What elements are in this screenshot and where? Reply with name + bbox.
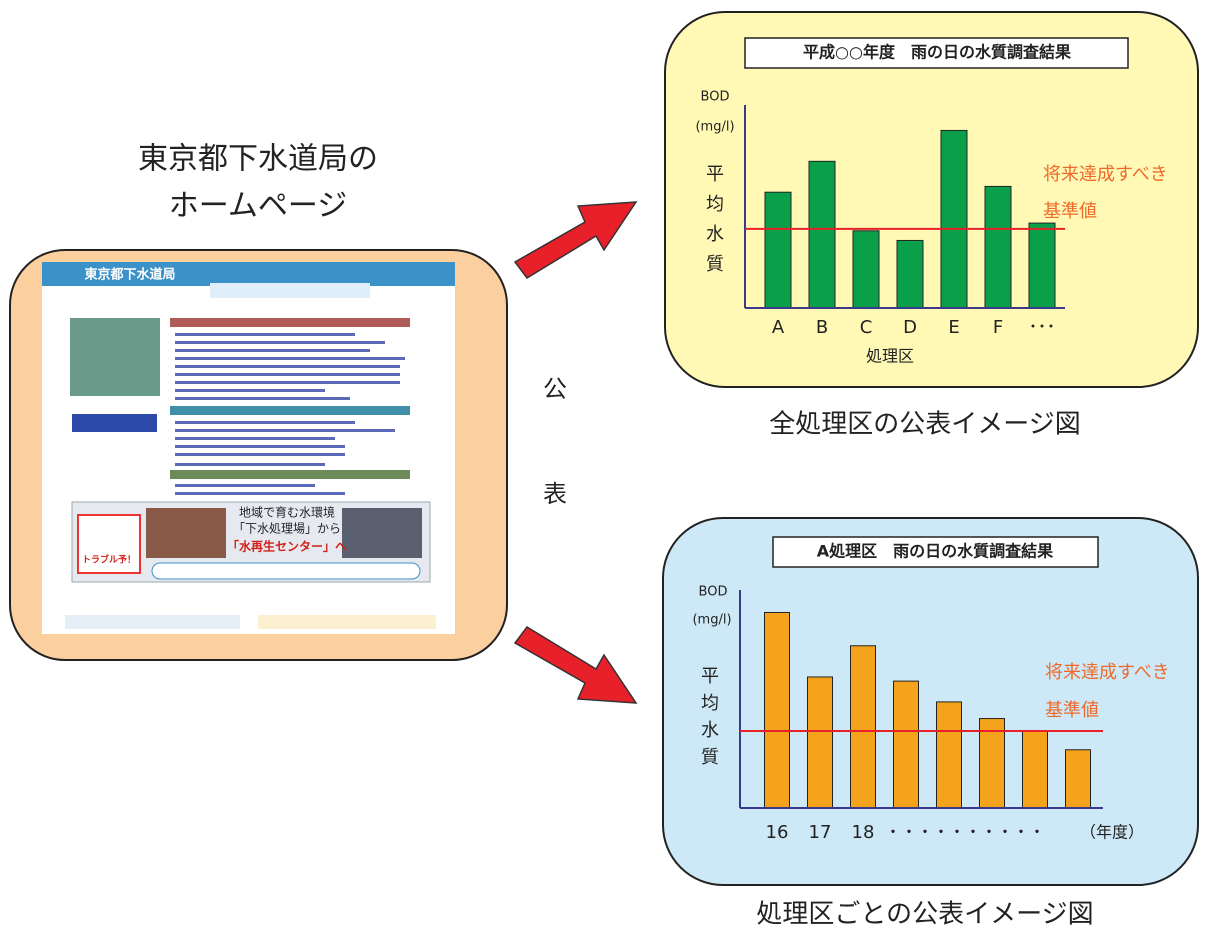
y-side-label: 平 <box>701 666 719 687</box>
site-screenshot <box>42 262 455 634</box>
y-side-label: 水 <box>706 224 724 245</box>
banner-text: 地域で育む水環境 <box>239 505 335 520</box>
bar <box>1023 731 1048 808</box>
left-label: 東京都下水道局の <box>138 142 378 177</box>
bar <box>1029 223 1055 308</box>
y-side-label: 質 <box>706 254 724 275</box>
arrow-down <box>515 627 636 703</box>
bar <box>853 231 879 308</box>
x-tick-label: A <box>772 317 785 338</box>
y-unit: (mg/l) <box>695 120 734 135</box>
y-side-label: 均 <box>701 693 719 714</box>
x-tick-label: E <box>948 317 959 338</box>
banner-text: 「下水処理場」から <box>233 522 341 536</box>
photo-2 <box>342 508 422 558</box>
banner-text: 「水再生センター」へ <box>227 539 347 554</box>
publish-label: 公 <box>543 375 567 403</box>
diagram: 東京都下水道局のホームページ公表 東京都下水道局地域で育む水環境「下水処理場」から… <box>0 0 1205 939</box>
x-tick-label: 17 <box>809 822 832 843</box>
reference-label: 基準値 <box>1043 201 1097 222</box>
y-side-label: 平 <box>706 164 724 185</box>
bar <box>765 612 790 808</box>
y-side-label: 均 <box>706 194 724 215</box>
bar <box>894 681 919 808</box>
x-tick-label: D <box>903 317 917 338</box>
reference-label: 基準値 <box>1045 700 1099 721</box>
reference-label: 将来達成すべき <box>1043 164 1168 185</box>
reference-label: 将来達成すべき <box>1045 662 1170 683</box>
chart-title: 平成○○年度 雨の日の水質調査結果 <box>803 43 1071 62</box>
x-label: （年度） <box>1080 823 1144 842</box>
x-tick-label: 16 <box>766 822 789 843</box>
x-tick-label: B <box>816 317 828 338</box>
footer-right <box>258 615 436 629</box>
bar <box>765 192 791 308</box>
bar <box>937 702 962 808</box>
y-unit: (mg/l) <box>692 613 731 628</box>
y-label: BOD <box>701 90 730 105</box>
bar <box>809 161 835 308</box>
event-header <box>170 406 410 415</box>
left-label: ホームページ <box>169 189 348 224</box>
arrow-up <box>515 202 636 278</box>
bar <box>1066 750 1091 808</box>
banner-pill <box>152 563 420 579</box>
header-band <box>210 283 370 298</box>
bar <box>941 130 967 308</box>
photo-1 <box>146 508 226 558</box>
chart-caption: 処理区ごとの公表イメージ図 <box>756 900 1093 930</box>
bar <box>851 646 876 808</box>
chart-caption: 全処理区の公表イメージ図 <box>769 410 1080 440</box>
x-tick-label: F <box>993 317 1003 338</box>
map <box>70 318 160 396</box>
other-header <box>170 470 410 479</box>
news-header <box>170 318 410 327</box>
y-side-label: 質 <box>701 747 719 768</box>
bar <box>808 677 833 808</box>
site-title: 東京都下水道局 <box>84 267 175 283</box>
bar <box>897 240 923 308</box>
y-label: BOD <box>699 585 728 600</box>
publish-label: 表 <box>543 480 567 508</box>
x-label: 処理区 <box>866 347 914 366</box>
bar <box>985 186 1011 308</box>
x-ellipsis: ・・・・・・・・・・ <box>885 823 1045 842</box>
x-tick-label: 18 <box>852 822 875 843</box>
x-tick-label: ･･･ <box>1029 317 1056 338</box>
chart-title: A処理区 雨の日の水質調査結果 <box>817 542 1053 561</box>
portal-button <box>72 414 157 432</box>
footer-left <box>65 615 240 629</box>
badge-text: トラブル予！ <box>82 554 136 566</box>
y-side-label: 水 <box>701 720 719 741</box>
x-tick-label: C <box>860 317 873 338</box>
